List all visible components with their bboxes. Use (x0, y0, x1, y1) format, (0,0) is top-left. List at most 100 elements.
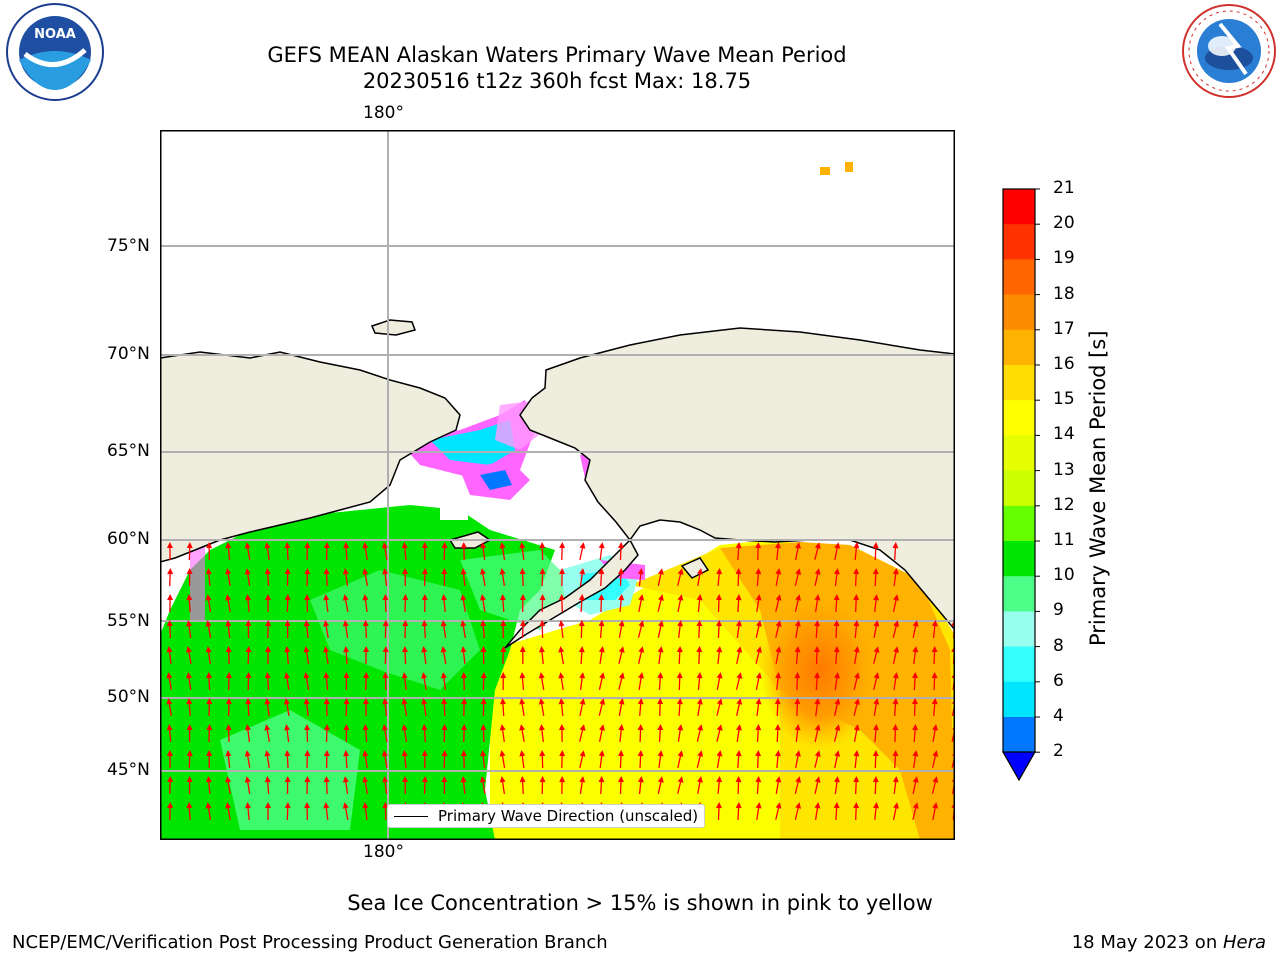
wave-arrow (892, 620, 900, 638)
wave-arrow (716, 646, 723, 665)
wave-arrow (186, 594, 193, 613)
wave-arrow (873, 594, 880, 613)
wave-arrow (558, 724, 565, 743)
wave-arrow (244, 776, 251, 795)
wave-arrow (186, 568, 193, 587)
wave-arrow (461, 698, 468, 717)
wave-arrow (166, 672, 173, 690)
wave-arrow (363, 646, 370, 665)
wave-arrow (716, 776, 723, 795)
wave-arrow (225, 724, 232, 743)
wave-arrow (559, 750, 566, 769)
wave-arrow (853, 594, 860, 613)
wave-arrow (283, 698, 290, 716)
wave-arrow (775, 594, 782, 612)
wave-arrow (167, 776, 174, 795)
wave-arrow (637, 750, 644, 769)
wave-arrow (892, 776, 899, 795)
wave-arrow (499, 724, 506, 743)
wave-arrow (677, 620, 684, 639)
wave-arrow (245, 594, 252, 613)
noaa-logo: NOAA (5, 2, 105, 102)
wave-arrow (539, 542, 546, 561)
wave-arrow (853, 750, 860, 769)
wave-arrow (382, 776, 389, 795)
wave-arrow (677, 776, 684, 794)
wave-arrow (264, 724, 271, 742)
wave-arrow (813, 646, 820, 665)
wave-arrow (382, 594, 389, 613)
wave-arrow (362, 620, 369, 639)
wave-arrow (618, 620, 625, 638)
wave-arrow (775, 672, 782, 691)
wave-arrow (421, 620, 428, 639)
colorbar-segment (1003, 541, 1035, 577)
wave-arrow (755, 542, 762, 561)
wave-arrow (323, 568, 330, 587)
wave-arrow (421, 698, 428, 717)
wave-arrow (774, 750, 781, 769)
wave-arrow (931, 750, 939, 768)
wave-arrow (304, 542, 311, 561)
wave-arrow (853, 568, 860, 587)
wave-arrow (716, 750, 723, 768)
wave-arrow (303, 672, 310, 690)
wave-arrow (735, 776, 742, 795)
wave-arrow (834, 750, 841, 768)
wave-arrow (460, 646, 467, 665)
wave-arrow (225, 542, 232, 561)
wave-arrow (716, 620, 722, 639)
wave-arrow (342, 620, 349, 639)
wave-arrow (382, 646, 389, 665)
wave-arrow (931, 672, 938, 691)
wave-arrow (264, 698, 271, 717)
wave-arrow (500, 620, 507, 639)
wave-arrow (499, 594, 506, 613)
wave-arrow (539, 750, 546, 769)
wave-arrow (479, 568, 486, 586)
wave-arrow (284, 802, 291, 821)
nws-logo (1180, 2, 1278, 100)
wave-arrow (774, 698, 781, 717)
wave-arrow (775, 620, 782, 638)
wave-arrow (402, 776, 409, 795)
wave-arrow (362, 802, 369, 821)
wave-arrow (167, 568, 174, 587)
lat-label-75: 75°N (107, 236, 150, 256)
colorbar-segment (1003, 329, 1035, 366)
wave-arrow (892, 750, 899, 769)
wave-arrow (538, 672, 545, 690)
footer-left: NCEP/EMC/Verification Post Processing Pr… (12, 932, 608, 953)
colorbar-segment (1003, 470, 1035, 507)
wave-arrow (205, 568, 212, 587)
wave-arrow (872, 724, 879, 743)
wave-arrow (677, 724, 684, 743)
wave-arrow (304, 776, 311, 795)
wave-arrow (244, 750, 251, 768)
wave-arrow (167, 594, 174, 613)
wave-arrow (814, 542, 821, 560)
wave-arrow (873, 646, 880, 664)
wave-arrow (401, 724, 408, 743)
wave-arrow (539, 568, 546, 587)
wave-arrow (931, 620, 938, 639)
wave-arrow (323, 672, 330, 691)
wave-arrow (637, 698, 644, 717)
wave-arrow (579, 776, 586, 795)
wave-arrow (225, 646, 232, 665)
wave-arrow (774, 542, 781, 561)
wave-arrow (382, 672, 389, 691)
wave-arrow (833, 802, 840, 821)
wave-arrow (912, 802, 919, 820)
wave-arrow (931, 698, 938, 717)
wave-arrow (558, 594, 565, 613)
wave-arrow (579, 698, 586, 716)
wave-arrow (637, 568, 644, 587)
wave-arrow (931, 776, 939, 794)
wave-arrow (323, 724, 330, 743)
wave-arrow (205, 594, 212, 613)
wave-arrow (657, 594, 664, 612)
wave-arrow (460, 776, 467, 795)
wave-arrow (519, 672, 526, 691)
wave-arrow (265, 646, 272, 665)
